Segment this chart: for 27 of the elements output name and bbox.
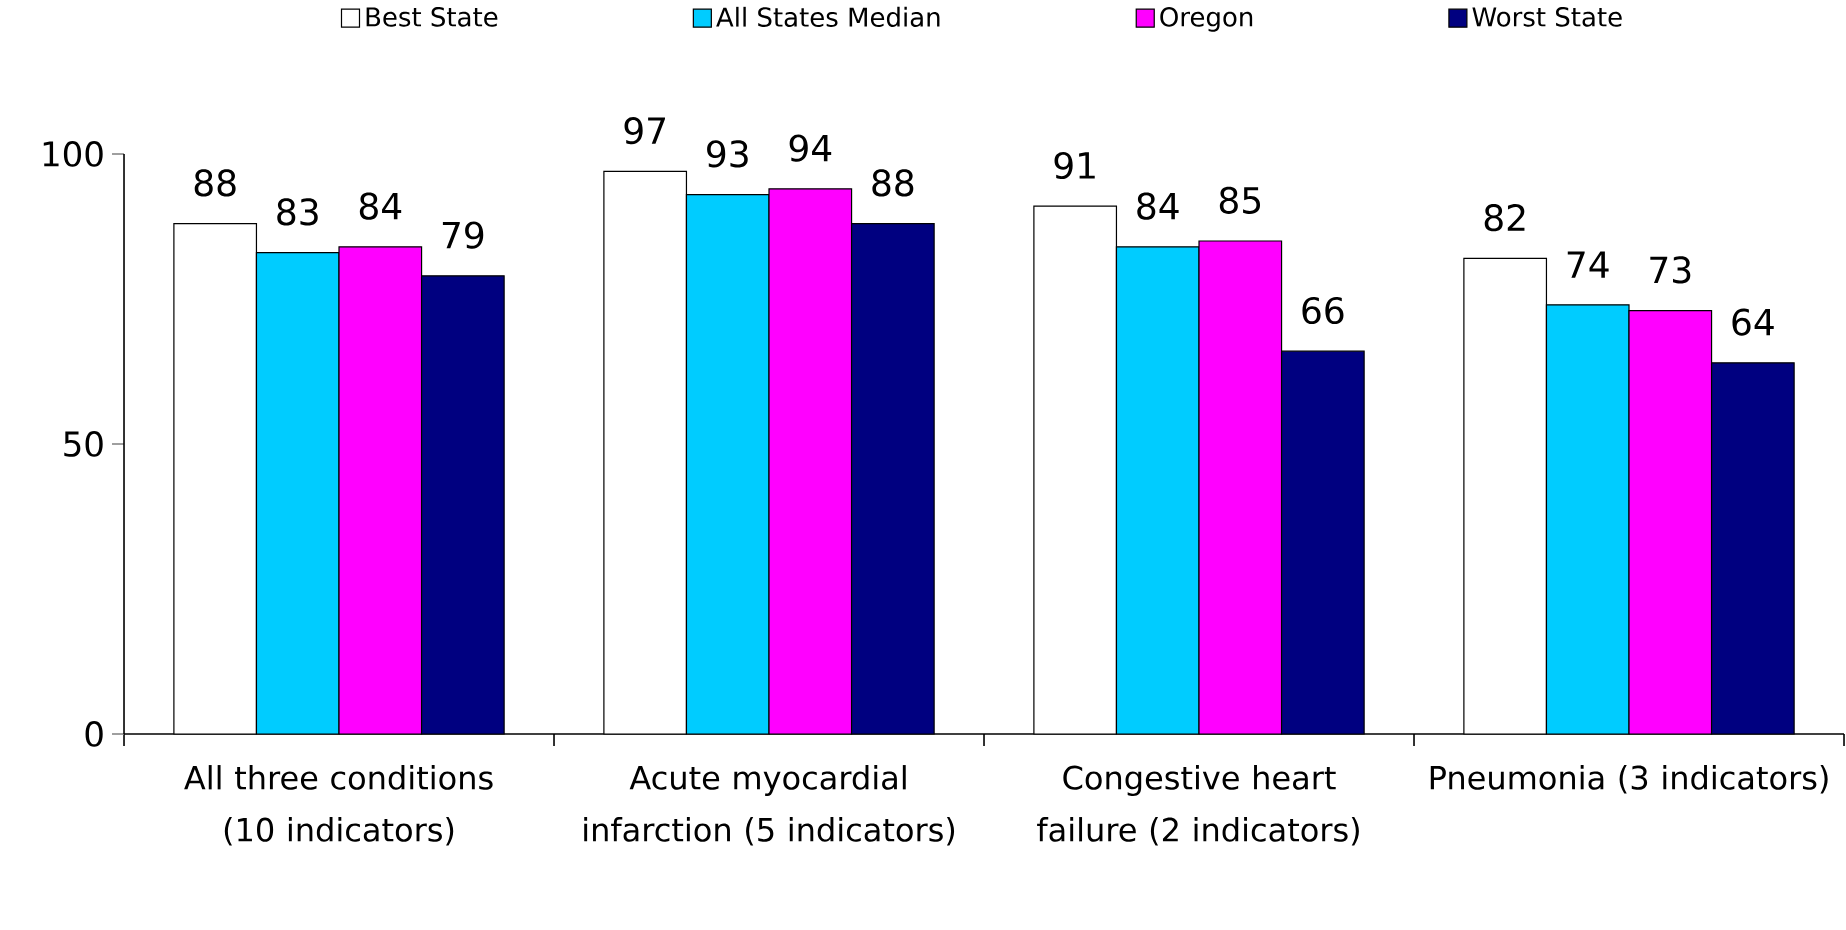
data-label: 66 (1302, 296, 1344, 325)
legend-label: Best State (366, 7, 498, 27)
data-label: 93 (707, 140, 748, 168)
data-label: 88 (872, 169, 914, 197)
y-tick-label: 0 (85, 721, 103, 747)
data-label: 84 (359, 192, 402, 220)
y-tick-label: 100 (43, 141, 103, 167)
x-tick-label: Congestive heart failure (2 indicators) (1037, 765, 1359, 846)
data-label: 91 (1054, 151, 1095, 180)
data-label: 73 (1650, 256, 1691, 284)
data-label: 82 (1484, 204, 1525, 232)
data-label: 84 (1137, 192, 1179, 220)
data-label: 85 (1219, 186, 1261, 214)
data-label: 83 (277, 198, 318, 226)
y-tick-label: 50 (64, 431, 103, 457)
x-tick-label: Pneumonia (3 indicators) (1430, 765, 1828, 794)
data-label: 88 (194, 169, 236, 197)
legend-label: Worst State (1472, 7, 1622, 27)
data-label: 64 (1732, 308, 1774, 336)
x-tick-label: All three conditions (10 indicators) (184, 765, 493, 846)
legend-label: Oregon (1160, 7, 1253, 32)
data-label: 94 (789, 134, 832, 162)
legend-label: All States Median (716, 6, 940, 27)
data-label: 97 (624, 117, 665, 145)
data-label: 74 (1567, 251, 1609, 278)
data-label: 79 (442, 221, 484, 249)
x-tick-label: Acute myocardial infarction (5 indicators) (584, 765, 955, 846)
